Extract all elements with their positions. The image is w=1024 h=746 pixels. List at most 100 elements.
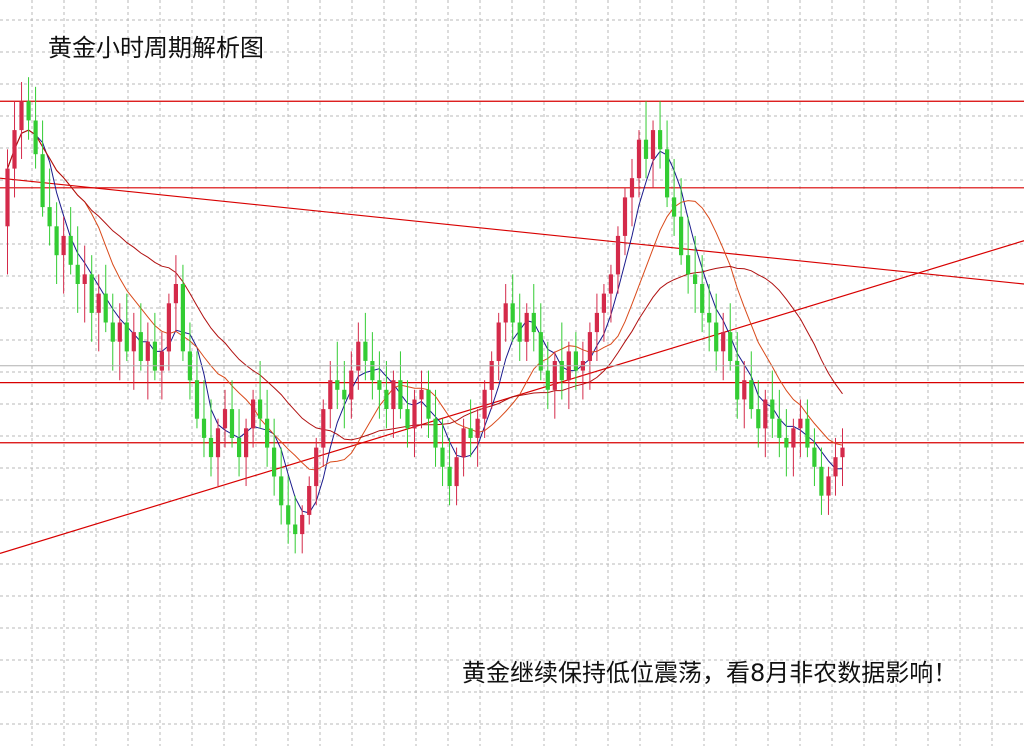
- candle: [258, 360, 263, 429]
- candle: [812, 428, 817, 487]
- candle-body: [468, 428, 473, 438]
- candle: [419, 370, 424, 429]
- candle: [510, 274, 515, 342]
- candle: [721, 312, 726, 381]
- candle: [131, 312, 136, 390]
- candle: [314, 437, 319, 506]
- candle-body: [370, 361, 375, 381]
- candle-body: [328, 380, 333, 410]
- candle-body: [75, 264, 80, 284]
- candle-body: [665, 149, 670, 198]
- candle-body: [833, 457, 838, 477]
- candle-body: [573, 351, 578, 371]
- candle-body: [237, 437, 242, 458]
- candle-body: [265, 418, 270, 448]
- candle-body: [615, 235, 621, 275]
- candle-body: [826, 476, 831, 496]
- candle-body: [384, 389, 389, 409]
- candle-body: [650, 130, 656, 159]
- candle-body: [721, 332, 726, 352]
- candle: [103, 264, 108, 333]
- candle-body: [173, 284, 178, 304]
- candle-body: [545, 370, 550, 390]
- candle: [251, 389, 256, 448]
- candle-body: [426, 389, 431, 419]
- candle: [749, 351, 754, 419]
- candle: [363, 312, 368, 381]
- candle-body: [229, 409, 235, 438]
- candle-body: [208, 437, 214, 458]
- candle: [517, 293, 522, 361]
- candle: [26, 77, 31, 140]
- candle-body: [412, 399, 417, 429]
- candle-body: [145, 341, 150, 361]
- candle: [377, 351, 382, 419]
- candle-body: [784, 437, 789, 448]
- candle: [475, 409, 480, 467]
- candle: [110, 293, 115, 371]
- candle-body: [342, 389, 347, 400]
- candle-body: [166, 303, 171, 352]
- candle: [805, 399, 810, 458]
- candle-body: [314, 447, 319, 487]
- candle: [412, 389, 417, 458]
- candle: [342, 360, 347, 429]
- candle-body: [636, 139, 642, 179]
- candle-body: [643, 139, 649, 159]
- candle-body: [552, 361, 557, 390]
- candle: [594, 293, 599, 361]
- candle: [166, 293, 171, 371]
- candle: [770, 370, 775, 438]
- candle: [454, 447, 459, 506]
- candle: [384, 360, 389, 429]
- candle-body: [812, 447, 817, 467]
- candle-body: [201, 418, 207, 438]
- candle-body: [433, 418, 438, 448]
- horizontal-levels: [0, 100, 1024, 444]
- candle: [707, 284, 712, 352]
- candle: [173, 255, 178, 333]
- candle-body: [215, 428, 221, 458]
- candle-body: [819, 466, 824, 496]
- candle: [321, 399, 326, 467]
- candle-body: [40, 154, 45, 208]
- candle-body: [454, 457, 459, 487]
- candle: [391, 370, 396, 438]
- candle-body: [742, 380, 747, 400]
- candle-body: [124, 322, 129, 352]
- candle: [538, 303, 543, 381]
- candle: [426, 370, 431, 438]
- candle-body: [82, 274, 87, 284]
- candle-body: [405, 409, 410, 429]
- candle-body: [300, 514, 305, 535]
- candle: [307, 476, 312, 525]
- candle: [503, 284, 508, 342]
- candle-body: [321, 409, 326, 448]
- candle: [545, 341, 550, 410]
- candle: [468, 399, 473, 458]
- candle: [784, 409, 789, 477]
- candle: [356, 322, 361, 390]
- candle: [75, 226, 80, 313]
- candle: [826, 466, 831, 515]
- candle: [117, 303, 122, 381]
- candle: [68, 207, 73, 275]
- candle: [658, 101, 663, 169]
- candle: [215, 418, 221, 487]
- candle-body: [475, 418, 480, 438]
- candle-body: [272, 447, 277, 477]
- candle: [693, 235, 698, 313]
- candle: [335, 341, 340, 410]
- candle-body: [440, 447, 445, 467]
- candle-body: [510, 303, 515, 323]
- chart-annotation: 黄金继续保持低位震荡，看8月非农数据影响！: [462, 659, 957, 687]
- candle-body: [524, 312, 529, 342]
- candle-body: [756, 409, 761, 429]
- candle-body: [700, 284, 705, 313]
- candle: [489, 351, 494, 410]
- candle: [180, 264, 185, 361]
- candle: [89, 255, 94, 342]
- candle-body: [159, 351, 164, 371]
- candle-body: [279, 476, 284, 506]
